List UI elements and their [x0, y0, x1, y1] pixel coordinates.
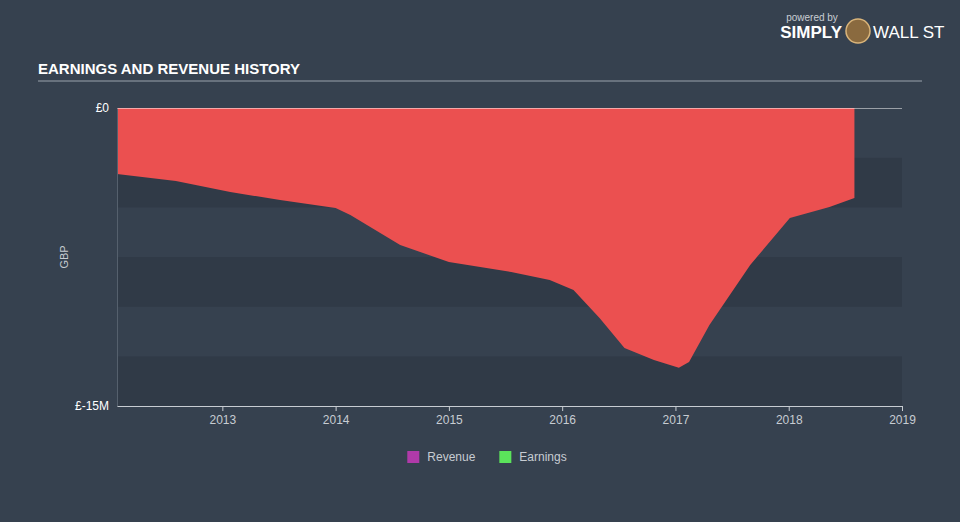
x-axis-line	[118, 406, 903, 407]
title-rule	[38, 81, 922, 82]
x-tick-label: 2013	[209, 413, 236, 427]
legend-item: Revenue	[407, 450, 475, 464]
logo-brand: SIMPLY	[780, 23, 842, 42]
chart: EARNINGS AND REVENUE HISTORY powered bySI…	[0, 0, 960, 522]
x-tick-label: 2017	[663, 413, 690, 427]
x-tick-mark	[562, 406, 563, 411]
x-tick-mark	[902, 406, 903, 411]
y-axis-line	[117, 109, 118, 407]
x-tick: 2014	[323, 406, 350, 427]
x-tick: 2013	[209, 406, 236, 427]
x-tick-mark	[449, 406, 450, 411]
x-tick-label: 2016	[549, 413, 576, 427]
grid-band	[117, 307, 902, 357]
grid-band	[117, 356, 902, 406]
x-tick: 2017	[663, 406, 690, 427]
plot-area	[117, 108, 902, 368]
x-tick-label: 2019	[889, 413, 916, 427]
x-tick: 2018	[776, 406, 803, 427]
background	[0, 0, 960, 522]
y-axis: £0 £-15M	[75, 101, 118, 413]
x-axis: 2013 2014 2015 2016 2017 2018 2019	[118, 406, 917, 427]
logo-icon	[846, 19, 870, 43]
x-tick-label: 2014	[323, 413, 350, 427]
y-tick-label: £0	[96, 101, 110, 115]
y-tick-label: £-15M	[75, 399, 109, 413]
y-axis-title: GBP	[58, 245, 70, 268]
x-tick: 2015	[436, 406, 463, 427]
logo-brand-2: WALL ST	[873, 23, 944, 42]
legend-swatch	[499, 451, 511, 463]
x-tick: 2019	[889, 406, 916, 427]
x-tick-mark	[222, 406, 223, 411]
legend: Revenue Earnings	[407, 450, 566, 464]
legend-label: Revenue	[427, 450, 475, 464]
y-tick: £-15M	[75, 399, 117, 413]
x-tick-label: 2015	[436, 413, 463, 427]
logo-caption: powered by	[786, 12, 838, 23]
legend-item: Earnings	[499, 450, 566, 464]
legend-swatch	[407, 451, 419, 463]
x-tick-mark	[336, 406, 337, 411]
x-tick-mark	[675, 406, 676, 411]
y-tick: £0	[96, 101, 117, 115]
legend-label: Earnings	[519, 450, 566, 464]
title: EARNINGS AND REVENUE HISTORY	[38, 60, 300, 77]
x-tick-label: 2018	[776, 413, 803, 427]
zero-line	[117, 108, 902, 109]
x-tick-mark	[789, 406, 790, 411]
x-tick: 2016	[549, 406, 576, 427]
area	[117, 108, 854, 368]
